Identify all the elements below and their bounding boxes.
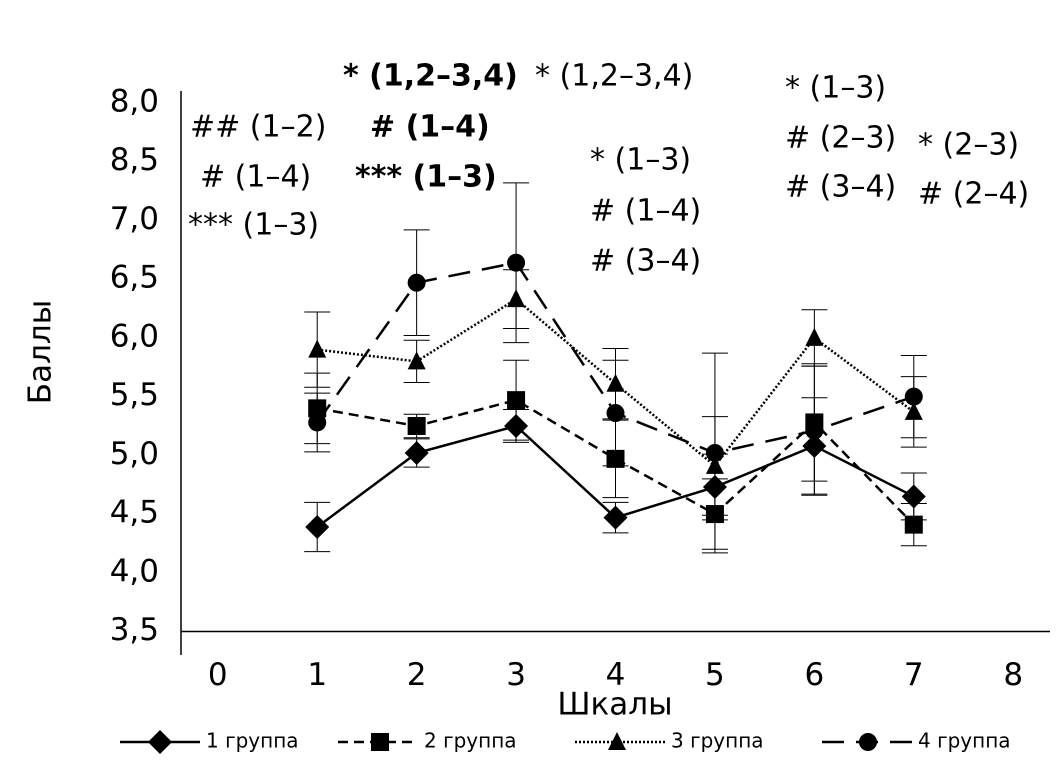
annotation: # (1–4) (590, 194, 701, 229)
marker (507, 391, 526, 410)
annotation: *** (1–3) (355, 160, 497, 195)
marker (404, 440, 429, 465)
annotation: # (2–4) (918, 177, 1029, 212)
y-axis-label: Баллы (23, 300, 59, 404)
x-tick-label: 6 (804, 657, 824, 693)
x-tick-label: 8 (1003, 657, 1023, 693)
marker (305, 514, 330, 539)
annotation: * (1–3) (590, 143, 691, 178)
annotation: *** (1–3) (188, 208, 319, 243)
y-tick-label: 4,0 (110, 553, 159, 589)
annotation: # (3–4) (785, 170, 896, 205)
marker (308, 339, 327, 358)
marker (904, 515, 923, 534)
x-tick-label: 7 (904, 657, 924, 693)
annotation: # (2–3) (785, 121, 896, 156)
annotation: # (1–4) (370, 110, 490, 145)
legend-marker (148, 730, 172, 754)
annotation: # (3–4) (590, 244, 701, 279)
marker (705, 443, 724, 462)
x-tick-label: 3 (506, 657, 526, 693)
legend-marker (859, 733, 877, 751)
marker (507, 253, 526, 272)
marker (407, 273, 426, 292)
y-tick-label: 4,5 (110, 495, 159, 531)
annotation: * (1,2–3,4) (535, 59, 693, 94)
y-tick-label: 5,0 (110, 436, 159, 472)
marker (606, 404, 625, 423)
annotation: * (1–3) (785, 71, 886, 106)
y-tick-label: 8,0 (110, 84, 159, 120)
legend-marker (371, 733, 389, 751)
x-tick-label: 2 (407, 657, 427, 693)
annotation: * (1,2–3,4) (343, 59, 518, 94)
annotation: ## (1–2) (190, 110, 326, 145)
marker (904, 387, 923, 406)
marker (308, 413, 327, 432)
x-tick-label: 0 (208, 657, 228, 693)
x-tick-label: 4 (606, 657, 626, 693)
legend-label: 3 группа (671, 729, 764, 753)
marker (407, 351, 426, 370)
x-tick-label: 5 (705, 657, 725, 693)
x-axis-label: Шкалы (557, 687, 672, 723)
y-tick-label: 6,0 (110, 318, 159, 354)
legend-label: 2 группа (424, 729, 517, 753)
marker (901, 484, 926, 509)
legend-label: 4 группа (918, 729, 1011, 753)
y-tick-label: 7,0 (110, 201, 159, 237)
marker (805, 421, 824, 440)
marker (805, 327, 824, 346)
annotation: # (1–4) (200, 160, 311, 195)
y-tick-label: 6,5 (110, 260, 159, 296)
y-tick-label: 3,5 (110, 612, 159, 648)
y-tick-label: 8,5 (110, 142, 159, 178)
annotation: * (2–3) (918, 128, 1019, 163)
y-tick-label: 5,5 (110, 377, 159, 413)
marker (603, 505, 628, 530)
x-tick-label: 1 (307, 657, 327, 693)
legend-marker (608, 732, 626, 750)
legend-label: 1 группа (206, 729, 299, 753)
marker (407, 416, 426, 435)
